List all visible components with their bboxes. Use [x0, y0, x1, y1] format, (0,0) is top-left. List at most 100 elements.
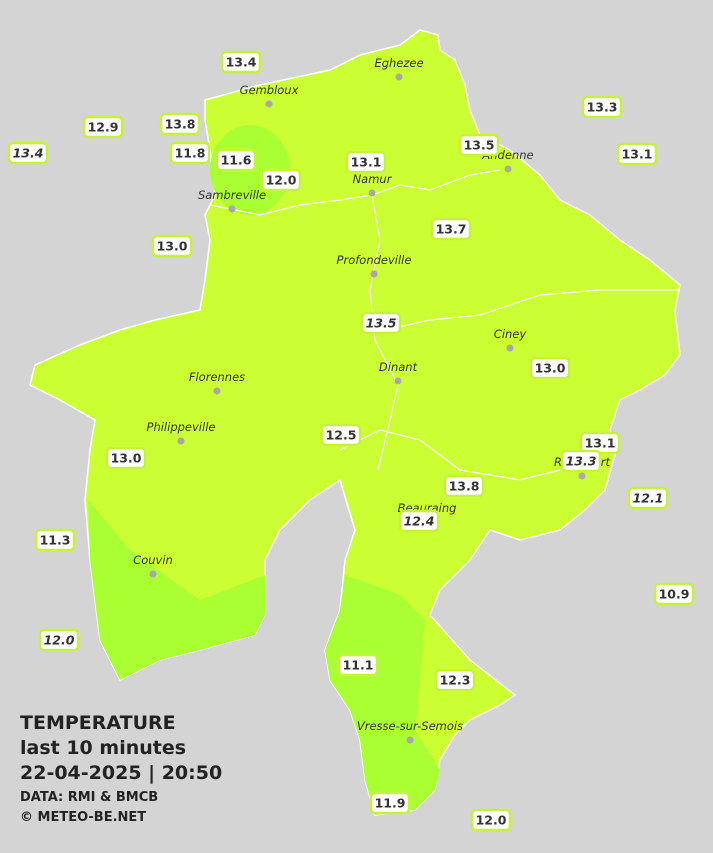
station-box: [260, 168, 302, 192]
station-value: 13.7: [436, 222, 467, 237]
caption-time: 22-04-2025 | 20:50: [20, 762, 223, 784]
station-box: [653, 582, 695, 606]
station: 13.4: [7, 141, 49, 165]
station: 13.8: [443, 474, 485, 498]
station: 13.5: [360, 311, 402, 335]
station-value: 12.0: [266, 173, 297, 188]
station: 11.3: [34, 528, 76, 552]
town-dot: [177, 437, 185, 445]
caption-credit: © METEO-BE.NET: [20, 810, 147, 825]
station: 13.1: [345, 150, 387, 174]
station-box: [215, 148, 257, 172]
town-label: Dinant: [379, 360, 418, 374]
station-box: [369, 791, 411, 815]
station: 13.8: [159, 112, 201, 136]
town-label: Profondeville: [337, 253, 412, 267]
station: 13.3: [560, 449, 602, 473]
station-box: [627, 486, 669, 510]
caption-period: last 10 minutes: [20, 737, 187, 759]
station: 13.0: [529, 356, 571, 380]
station-value: 13.8: [165, 117, 196, 132]
station-value: 13.1: [622, 147, 653, 162]
station: 12.0: [38, 628, 80, 652]
station: 12.9: [82, 115, 124, 139]
town-dot: [213, 387, 221, 395]
town-dot: [228, 205, 236, 213]
station-value: 12.1: [633, 491, 664, 506]
station-value: 13.5: [366, 316, 397, 331]
station-value: 13.1: [351, 155, 382, 170]
station-value: 11.3: [40, 533, 71, 548]
station-box: [360, 311, 402, 335]
station: 11.9: [369, 791, 411, 815]
town-label: Namur: [353, 172, 393, 186]
station-value: 13.0: [535, 361, 566, 376]
station: 13.7: [430, 217, 472, 241]
station-value: 12.3: [440, 673, 471, 688]
station-box: [34, 528, 76, 552]
town-dot: [368, 189, 376, 197]
station: 13.0: [151, 234, 193, 258]
town-dot: [406, 736, 414, 744]
town-dot: [394, 377, 402, 385]
station-box: [337, 653, 379, 677]
station-value: 13.1: [585, 436, 616, 451]
station-value: 13.0: [111, 451, 142, 466]
station: 12.1: [627, 486, 669, 510]
town-dot: [578, 472, 586, 480]
station-box: [430, 217, 472, 241]
station-value: 13.0: [157, 239, 188, 254]
station: 13.1: [579, 431, 621, 455]
town-label: Philippeville: [147, 420, 216, 434]
station-box: [151, 234, 193, 258]
town-label: Gembloux: [240, 83, 299, 97]
station-value: 13.8: [449, 479, 480, 494]
town-label: Eghezee: [374, 56, 423, 70]
station-value: 12.9: [88, 120, 119, 135]
caption-source: DATA: RMI & BMCB: [20, 790, 159, 805]
station-box: [159, 112, 201, 136]
station-value: 11.9: [375, 796, 406, 811]
town-dot: [265, 100, 273, 108]
station: 13.0: [105, 446, 147, 470]
station: 11.6: [215, 148, 257, 172]
station-box: [434, 668, 476, 692]
town-label: Florennes: [189, 370, 245, 384]
station: 12.3: [434, 668, 476, 692]
station-box: [38, 628, 80, 652]
town-label: Ciney: [494, 327, 527, 341]
station: 12.0: [260, 168, 302, 192]
warm-zone-s: [325, 575, 440, 815]
town-dot: [370, 270, 378, 278]
station: 13.5: [458, 133, 500, 157]
station-box: [7, 141, 49, 165]
station: 12.0: [470, 808, 512, 832]
station: 12.4: [398, 509, 440, 533]
town-dot: [395, 73, 403, 81]
station-value: 11.6: [221, 153, 252, 168]
station-box: [398, 509, 440, 533]
town-dot: [504, 165, 512, 173]
station-value: 12.5: [326, 428, 357, 443]
station-box: [458, 133, 500, 157]
station-box: [345, 150, 387, 174]
station-value: 13.3: [587, 100, 618, 115]
station: 13.4: [220, 50, 262, 74]
station-value: 12.0: [476, 813, 507, 828]
station-value: 13.4: [226, 55, 257, 70]
caption-title: TEMPERATURE: [20, 712, 176, 734]
station: 10.9: [653, 582, 695, 606]
station-value: 13.3: [566, 454, 597, 469]
station: 13.3: [581, 95, 623, 119]
station: 11.1: [337, 653, 379, 677]
station-box: [443, 474, 485, 498]
station-box: [581, 95, 623, 119]
town-dot: [149, 570, 157, 578]
station-box: [105, 446, 147, 470]
station-box: [529, 356, 571, 380]
station: 11.8: [169, 141, 211, 165]
station-value: 10.9: [659, 587, 690, 602]
town-label: Sambreville: [198, 188, 266, 202]
